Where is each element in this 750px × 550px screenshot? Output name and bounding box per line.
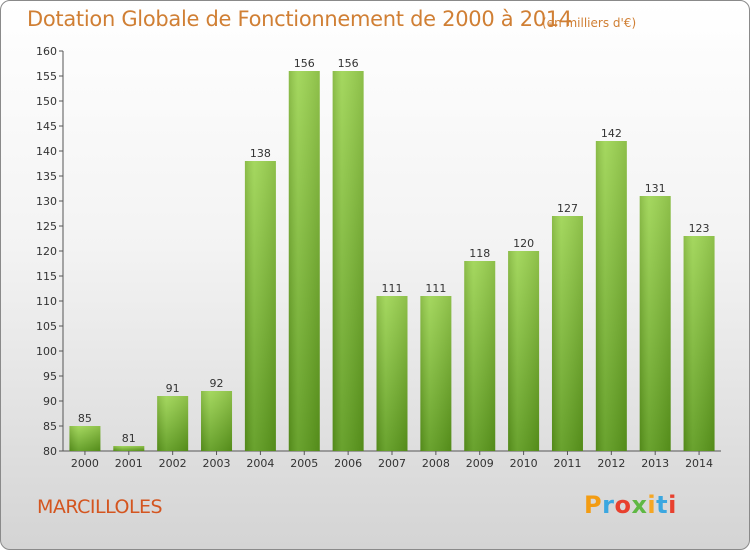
bar-shading [508, 251, 540, 451]
bar-value-label: 111 [425, 282, 446, 295]
town-name: MARCILLOLES [37, 496, 163, 518]
x-tick-label: 2008 [422, 457, 450, 470]
bar-shading [201, 391, 233, 451]
logo-letter: r [602, 491, 615, 519]
logo-letter: t [656, 491, 669, 519]
x-tick-label: 2010 [510, 457, 538, 470]
bar-value-label: 118 [469, 247, 490, 260]
bar-value-label: 81 [122, 432, 136, 445]
bar-shading [113, 446, 145, 451]
x-tick-label: 2013 [641, 457, 669, 470]
bar-value-label: 131 [645, 182, 666, 195]
bar-value-label: 138 [250, 147, 271, 160]
proxiti-logo: Proxiti [584, 491, 677, 519]
x-tick-label: 2000 [71, 457, 99, 470]
bar-shading [420, 296, 452, 451]
y-tick-label: 80 [43, 445, 57, 458]
bar-shading [157, 396, 189, 451]
y-tick-label: 110 [36, 295, 57, 308]
y-tick-label: 120 [36, 245, 57, 258]
bar-value-label: 156 [294, 57, 315, 70]
y-tick-label: 140 [36, 145, 57, 158]
chart-subtitle: (en milliers d'€) [542, 16, 637, 30]
x-tick-label: 2012 [597, 457, 625, 470]
x-tick-label: 2006 [334, 457, 362, 470]
bar-shading [69, 426, 101, 451]
bar-shading [332, 71, 364, 451]
bar-shading [464, 261, 496, 451]
x-tick-label: 2005 [290, 457, 318, 470]
bar-shading [288, 71, 320, 451]
bar-value-label: 92 [210, 377, 224, 390]
bar-shading [595, 141, 627, 451]
x-tick-label: 2001 [115, 457, 143, 470]
y-tick-label: 145 [36, 120, 57, 133]
bar-value-label: 142 [601, 127, 622, 140]
chart-title: Dotation Globale de Fonctionnement de 20… [27, 7, 572, 31]
y-tick-label: 150 [36, 95, 57, 108]
x-tick-label: 2009 [466, 457, 494, 470]
y-tick-label: 105 [36, 320, 57, 333]
logo-letter: o [614, 491, 632, 519]
bar-shading [639, 196, 671, 451]
y-tick-label: 155 [36, 70, 57, 83]
y-tick-label: 160 [36, 45, 57, 58]
y-tick-label: 130 [36, 195, 57, 208]
y-tick-label: 95 [43, 370, 57, 383]
logo-letter: i [647, 491, 657, 519]
bar-shading [683, 236, 715, 451]
bar-value-label: 123 [689, 222, 710, 235]
bar-value-label: 127 [557, 202, 578, 215]
bar-shading [551, 216, 583, 451]
bar-value-label: 156 [338, 57, 359, 70]
logo-letter: P [584, 491, 603, 519]
bar-shading [244, 161, 276, 451]
y-tick-label: 100 [36, 345, 57, 358]
bar-value-label: 120 [513, 237, 534, 250]
logo-letter: x [631, 491, 648, 519]
x-tick-label: 2014 [685, 457, 713, 470]
bar-value-label: 111 [382, 282, 403, 295]
y-tick-label: 125 [36, 220, 57, 233]
y-tick-label: 90 [43, 395, 57, 408]
y-tick-label: 85 [43, 420, 57, 433]
x-tick-label: 2003 [203, 457, 231, 470]
y-tick-label: 115 [36, 270, 57, 283]
bar-value-label: 91 [166, 382, 180, 395]
bar-value-label: 85 [78, 412, 92, 425]
x-tick-label: 2004 [246, 457, 274, 470]
x-tick-label: 2007 [378, 457, 406, 470]
y-tick-label: 135 [36, 170, 57, 183]
x-tick-label: 2002 [159, 457, 187, 470]
logo-letter: i [668, 491, 677, 519]
bar-shading [376, 296, 408, 451]
x-tick-label: 2011 [553, 457, 581, 470]
